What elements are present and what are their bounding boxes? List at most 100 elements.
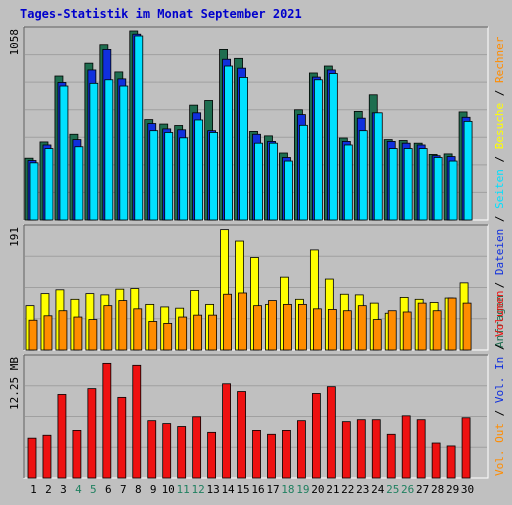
x-tick-label: 25 [386, 483, 399, 496]
bar-seiten-day-7 [119, 85, 129, 221]
legend-top-item: / [493, 209, 506, 229]
bar-volumen-day-12 [192, 416, 202, 479]
bar-seiten-day-10 [164, 132, 174, 221]
bar-rechner-day-11 [178, 316, 188, 351]
x-tick-label: 10 [162, 483, 175, 496]
bar-volumen-day-4 [72, 429, 82, 479]
bar-seiten-day-28 [433, 157, 443, 221]
bar-rechner-day-10 [163, 322, 173, 351]
bar-volumen-day-7 [117, 396, 127, 479]
x-tick-label: 24 [371, 483, 385, 496]
bar-volumen-day-26 [401, 415, 411, 479]
x-tick-label: 28 [431, 483, 444, 496]
bar-rechner-day-2 [43, 315, 53, 351]
x-tick-label: 15 [236, 483, 249, 496]
bar-volumen-day-8 [132, 364, 142, 479]
x-tick-label: 20 [311, 483, 324, 496]
bar-rechner-day-17 [268, 300, 277, 351]
legend-top: Anfragen / Dateien / Seiten / Besuche / … [493, 36, 506, 348]
bar-rechner-day-14 [223, 293, 232, 351]
legend-top-item: / [493, 83, 506, 103]
bar-volumen-day-6 [102, 362, 112, 479]
bar-volumen-day-10 [162, 423, 172, 479]
bar-rechner-day-3 [58, 310, 68, 351]
bar-seiten-day-5 [89, 82, 99, 221]
bar-seiten-day-27 [418, 148, 428, 221]
x-tick-label: 12 [192, 483, 205, 496]
legend-bottom: Vol. Out / Vol. In / Volumen [493, 291, 506, 476]
bar-volumen-day-3 [57, 394, 67, 479]
bar-volumen-day-17 [267, 433, 276, 479]
bar-volumen-day-2 [42, 434, 52, 479]
bar-rechner-day-6 [103, 305, 113, 351]
bar-volumen-day-20 [311, 393, 321, 479]
bar-rechner-day-15 [238, 292, 247, 351]
x-tick-label: 29 [446, 483, 459, 496]
legend-top-item: Anfragen [493, 295, 506, 348]
chart-title: Tages-Statistik im Monat September 2021 [20, 7, 302, 21]
x-tick-label: 23 [356, 483, 369, 496]
bar-seiten-day-3 [59, 85, 69, 221]
bar-rechner-day-16 [253, 305, 262, 351]
x-tick-label: 19 [296, 483, 309, 496]
bar-seiten-day-25 [388, 148, 398, 221]
x-tick-label: 27 [416, 483, 429, 496]
legend-top-item: Rechner [493, 36, 506, 83]
bar-rechner-day-24 [372, 319, 382, 351]
max-label-panel-1: 1058 [8, 29, 21, 56]
max-label-panel-3: 12.25 MB [8, 357, 21, 410]
legend-bottom-item: / [493, 403, 506, 423]
x-tick-label: 13 [206, 483, 219, 496]
x-tick-label: 18 [281, 483, 294, 496]
bar-volumen-day-15 [237, 391, 246, 479]
bar-volumen-day-30 [461, 417, 471, 479]
legend-top-item: / [493, 149, 506, 169]
legend-bottom-item: Vol. Out [493, 423, 506, 476]
bar-seiten-day-26 [403, 148, 413, 221]
bar-seiten-day-22 [343, 144, 353, 221]
x-tick-label: 9 [150, 483, 157, 496]
bar-volumen-day-5 [87, 388, 97, 479]
bar-seiten-day-17 [269, 142, 278, 221]
bar-seiten-day-12 [194, 119, 204, 221]
bar-seiten-day-24 [373, 112, 383, 221]
x-tick-label: 26 [401, 483, 414, 496]
bar-rechner-day-9 [148, 321, 158, 351]
bar-volumen-day-9 [147, 420, 157, 479]
bar-rechner-day-25 [387, 310, 397, 351]
bar-rechner-day-28 [432, 310, 442, 351]
bar-volumen-day-21 [326, 386, 336, 479]
legend-bottom-item: / [493, 337, 506, 357]
bar-seiten-day-23 [358, 130, 368, 221]
bar-rechner-day-26 [402, 311, 412, 351]
legend-bottom-item: Volumen [493, 291, 506, 337]
bar-seiten-day-13 [209, 132, 219, 221]
bar-volumen-day-11 [177, 426, 187, 479]
legend-bottom-item: Vol. In [493, 357, 506, 403]
bar-volumen-day-18 [282, 429, 291, 479]
bar-seiten-day-30 [463, 120, 473, 221]
bar-rechner-day-12 [193, 314, 203, 351]
bar-volumen-day-22 [341, 421, 351, 479]
bar-seiten-day-11 [179, 137, 189, 221]
bar-rechner-day-30 [462, 302, 472, 351]
bar-seiten-day-16 [254, 142, 263, 221]
bar-rechner-day-21 [327, 309, 337, 351]
bar-seiten-day-1 [29, 162, 39, 221]
bar-seiten-day-19 [299, 124, 308, 221]
bar-seiten-day-21 [328, 73, 338, 221]
bar-rechner-day-1 [28, 319, 38, 351]
legend-top-item: Besuche [493, 103, 506, 149]
x-tick-label: 22 [341, 483, 354, 496]
bar-seiten-day-8 [134, 35, 144, 221]
bar-seiten-day-2 [44, 148, 54, 221]
bar-volumen-day-19 [297, 420, 306, 479]
bar-volumen-day-25 [386, 433, 396, 479]
bar-volumen-day-24 [371, 419, 381, 479]
bar-volumen-day-27 [416, 419, 426, 479]
bar-seiten-day-20 [313, 79, 323, 221]
x-tick-label: 7 [120, 483, 127, 496]
legend-top-item: / [493, 275, 506, 295]
x-tick-label: 11 [177, 483, 190, 496]
bar-rechner-day-27 [417, 302, 427, 351]
